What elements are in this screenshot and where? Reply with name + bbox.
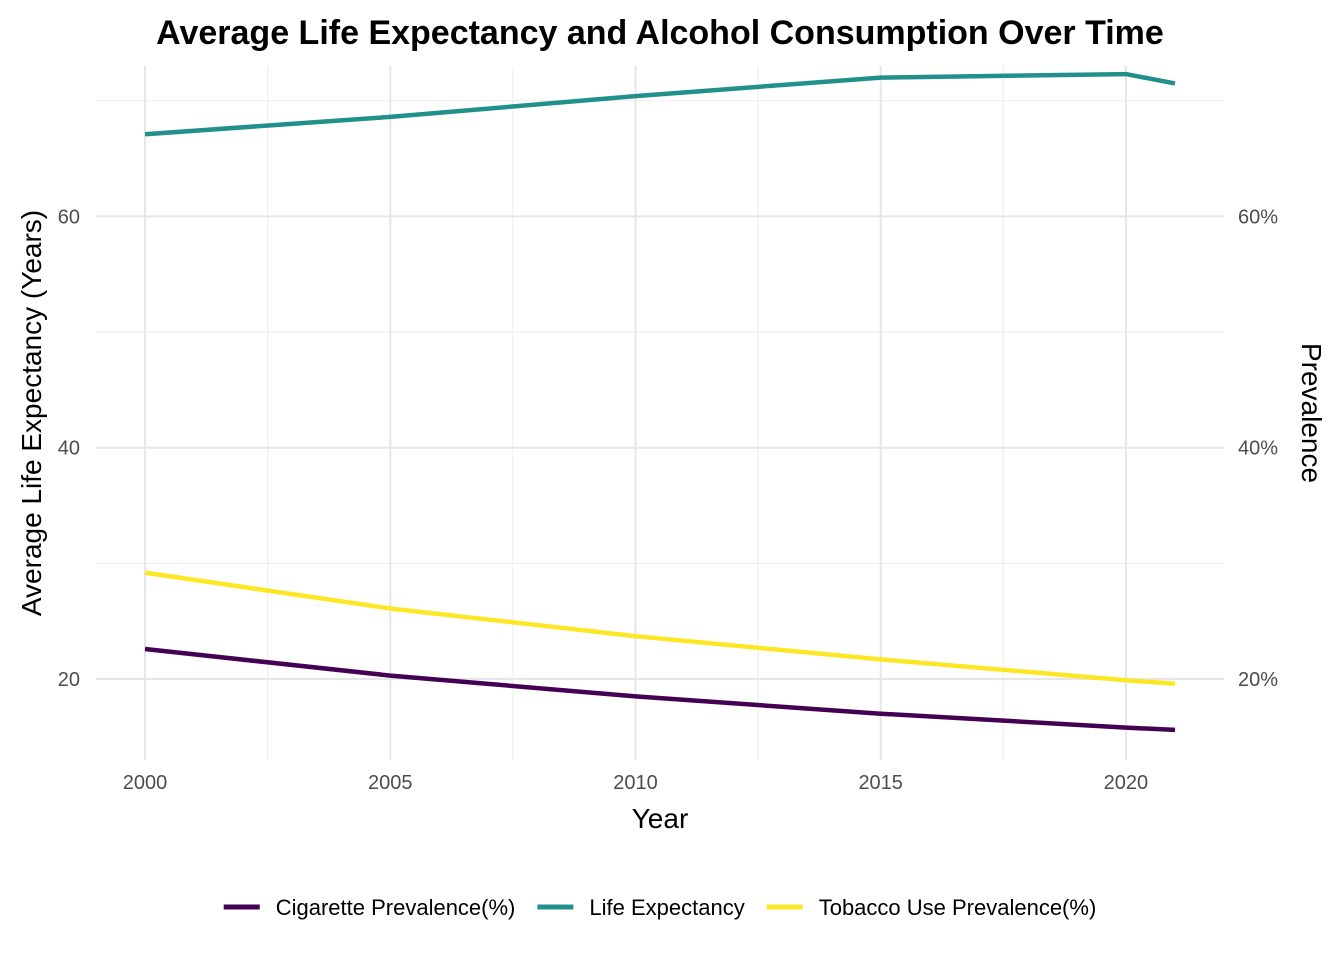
x-tick-label: 2005 [368,772,413,794]
grid [96,66,1224,760]
legend-label: Cigarette Prevalence(%) [276,895,516,920]
y-tick-label: 20 [58,669,80,691]
y2-tick-label: 20% [1238,669,1278,691]
y-tick-label: 40 [58,438,80,460]
x-tick-label: 2015 [858,772,903,794]
x-tick-label: 2020 [1104,772,1149,794]
x-tick-label: 2010 [613,772,658,794]
y-axis-ticks: 20 40 60 [58,206,80,691]
y2-axis-title: Prevalence [1296,343,1327,483]
series-line [144,570,1176,686]
legend: Cigarette Prevalence(%) Life Expectancy To… [223,895,1097,920]
series-line [144,646,1176,733]
y-tick-label: 60 [58,206,80,228]
series-lines [144,71,1176,733]
x-axis-ticks: 2000 2005 2010 2015 2020 [123,772,1148,794]
y2-tick-label: 40% [1238,438,1278,460]
y-axis-title: Average Life Expectancy (Years) [16,210,47,616]
chart-title: Average Life Expectancy and Alcohol Cons… [156,14,1164,52]
series-line [144,71,1176,137]
legend-label: Tobacco Use Prevalence(%) [819,895,1097,920]
y2-axis-ticks: 20% 40% 60% [1238,206,1278,691]
x-axis-title: Year [632,803,689,834]
y2-tick-label: 60% [1238,206,1278,228]
legend-label: Life Expectancy [589,895,744,920]
x-tick-label: 2000 [123,772,168,794]
